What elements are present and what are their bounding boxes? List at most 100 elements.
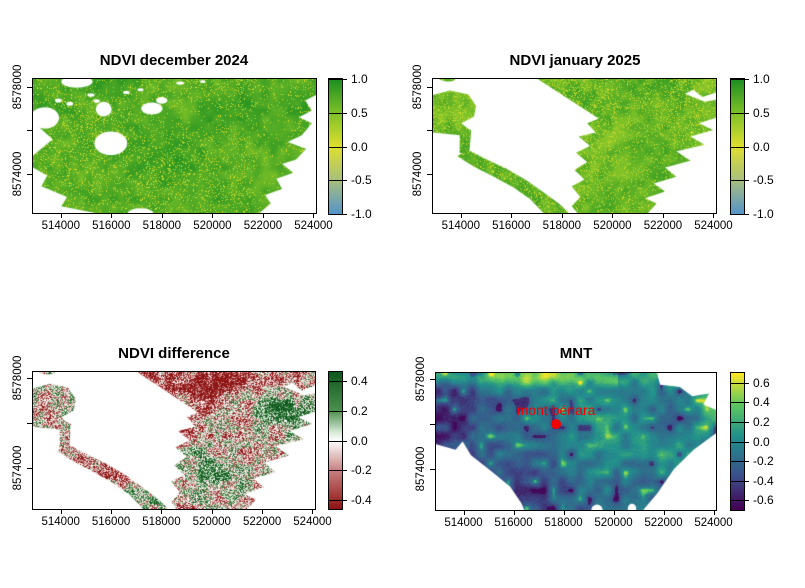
x-axis-tick-label: 516000 bbox=[92, 220, 131, 232]
y-axis-tick-label: 8574000 bbox=[415, 446, 427, 492]
x-axis-tick bbox=[662, 213, 664, 218]
colorbar-tick bbox=[329, 500, 347, 502]
y-axis-tick bbox=[27, 468, 32, 470]
panel-title-ndvi-january: NDVI january 2025 bbox=[509, 52, 641, 69]
x-axis-tick bbox=[713, 213, 715, 218]
x-axis-tick bbox=[60, 213, 62, 218]
colorbar-tick-label: -1.0 bbox=[753, 207, 774, 221]
x-axis-tick-label: 516000 bbox=[494, 517, 533, 529]
y-axis-tick bbox=[27, 86, 32, 88]
mont-benara-point-marker bbox=[551, 419, 561, 430]
x-axis-tick bbox=[60, 509, 62, 514]
colorbar-tick bbox=[731, 79, 749, 80]
x-axis-tick-label: 516000 bbox=[91, 516, 131, 528]
x-axis-tick-label: 514000 bbox=[444, 517, 483, 529]
colorbar-tick bbox=[329, 146, 347, 148]
y-axis-tick bbox=[427, 130, 432, 132]
x-axis-tick bbox=[313, 213, 315, 218]
colorbar-tick-label: 0.0 bbox=[351, 139, 368, 154]
y-axis-tick bbox=[430, 379, 435, 381]
y-axis-tick bbox=[427, 86, 432, 88]
map-canvas-ndvi-january bbox=[433, 79, 716, 213]
map-ndvi-difference bbox=[32, 371, 316, 510]
colorbar-tick bbox=[329, 410, 347, 412]
colorbar-tick bbox=[731, 402, 749, 404]
colorbar-tick-label: -0.4 bbox=[753, 473, 774, 488]
colorbar-tick bbox=[329, 112, 347, 114]
colorbar-tick bbox=[731, 382, 749, 384]
colorbar-tick bbox=[329, 470, 347, 472]
colorbar-tick-label: 1.0 bbox=[753, 72, 770, 86]
y-axis-tick-label: 8578000 bbox=[12, 64, 24, 110]
y-axis-tick bbox=[430, 469, 435, 471]
colorbar-tick-label: -0.6 bbox=[753, 493, 774, 508]
colorbar-tick-label: -0.5 bbox=[351, 173, 372, 188]
x-axis-tick bbox=[212, 213, 214, 218]
x-axis-tick bbox=[612, 213, 614, 218]
map-canvas-ndvi-difference bbox=[33, 372, 315, 509]
x-axis-tick bbox=[563, 510, 565, 515]
colorbar-tick bbox=[329, 180, 347, 182]
y-axis-tick bbox=[27, 174, 32, 176]
x-axis-tick-label: 524000 bbox=[293, 516, 332, 528]
x-axis-tick bbox=[463, 510, 465, 515]
colorbar-tick-label: 0.0 bbox=[753, 139, 770, 154]
x-axis-tick-label: 516000 bbox=[492, 220, 531, 232]
x-axis-tick-label: 524000 bbox=[294, 220, 333, 232]
x-axis-tick-label: 518000 bbox=[142, 220, 182, 232]
map-ndvi-january bbox=[432, 78, 717, 214]
colorbar-tick-label: 0.5 bbox=[351, 105, 368, 120]
colorbar-tick bbox=[731, 214, 749, 215]
colorbar-tick-label: -0.4 bbox=[351, 493, 372, 508]
map-canvas-ndvi-december bbox=[33, 79, 316, 213]
x-axis-tick-label: 524000 bbox=[694, 517, 733, 529]
colorbar-tick-label: 0.2 bbox=[351, 403, 368, 418]
x-axis-tick-label: 514000 bbox=[41, 516, 80, 528]
colorbar-tick-label: 0.0 bbox=[351, 433, 368, 448]
x-axis-tick bbox=[613, 510, 615, 515]
y-axis-tick-label: 8578000 bbox=[412, 64, 424, 110]
x-axis-tick bbox=[511, 213, 513, 218]
x-axis-tick bbox=[111, 509, 113, 514]
x-axis-tick-label: 520000 bbox=[193, 220, 232, 232]
colorbar-tick bbox=[329, 380, 347, 382]
x-axis-tick-label: 522000 bbox=[242, 516, 282, 528]
x-axis-tick bbox=[211, 509, 213, 514]
colorbar-tick bbox=[731, 480, 749, 482]
y-axis-tick bbox=[27, 130, 32, 132]
x-axis-tick-label: 522000 bbox=[643, 220, 683, 232]
mont-benara-label: mont bénara bbox=[516, 402, 596, 419]
y-axis-tick-label: 8578000 bbox=[12, 355, 24, 401]
map-canvas-mnt bbox=[436, 373, 716, 510]
x-axis-tick bbox=[312, 509, 314, 514]
colorbar-tick bbox=[731, 461, 749, 463]
y-axis-tick bbox=[27, 423, 32, 425]
x-axis-tick-label: 514000 bbox=[41, 220, 80, 232]
colorbar-tick-label: 0.4 bbox=[753, 395, 770, 410]
x-axis-tick bbox=[161, 213, 163, 218]
x-axis-tick-label: 522000 bbox=[243, 220, 283, 232]
x-axis-tick bbox=[161, 509, 163, 514]
colorbar-tick-label: -0.5 bbox=[753, 173, 774, 188]
colorbar-tick-label: 0.2 bbox=[753, 414, 770, 429]
map-ndvi-december bbox=[32, 78, 317, 214]
x-axis-tick bbox=[460, 213, 462, 218]
panel-title-mnt: MNT bbox=[559, 345, 593, 362]
x-axis-tick bbox=[262, 213, 264, 218]
x-axis-tick-label: 518000 bbox=[542, 220, 582, 232]
x-axis-tick bbox=[663, 510, 665, 515]
colorbar-tick-label: 0.5 bbox=[753, 105, 770, 120]
x-axis-tick bbox=[111, 213, 113, 218]
colorbar-tick bbox=[329, 214, 347, 215]
colorbar-tick bbox=[731, 146, 749, 148]
y-axis-tick-label: 8578000 bbox=[415, 356, 427, 402]
colorbar-tick bbox=[731, 421, 749, 423]
y-axis-tick-label: 8574000 bbox=[12, 445, 24, 491]
y-axis-tick-label: 8574000 bbox=[12, 151, 24, 197]
x-axis-tick-label: 518000 bbox=[544, 517, 583, 529]
x-axis-tick bbox=[713, 510, 715, 515]
x-axis-tick bbox=[561, 213, 563, 218]
colorbar-tick bbox=[329, 79, 347, 80]
x-axis-tick-label: 518000 bbox=[142, 516, 181, 528]
